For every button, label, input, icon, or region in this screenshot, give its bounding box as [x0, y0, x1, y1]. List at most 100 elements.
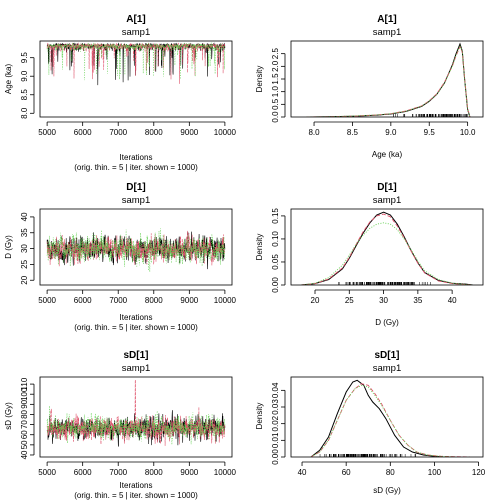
plot-area [46, 379, 226, 447]
density-series-1 [310, 42, 471, 117]
y-tick-label: 30 [20, 244, 29, 253]
plot-area [46, 228, 226, 272]
x-axis-sublabel: (orig. thin. = 5 | iter. shown = 1000) [74, 323, 198, 332]
x-tick-label: 8000 [145, 296, 163, 305]
x-tick-label: 7000 [109, 468, 127, 477]
density-series-3 [301, 222, 473, 285]
x-tick-label: 8.0 [308, 128, 320, 137]
chart-title: D[1] [377, 182, 396, 193]
y-tick-label: 80 [20, 409, 29, 418]
chart-subtitle: samp1 [122, 27, 151, 38]
x-tick-label: 5000 [38, 128, 56, 137]
y-tick-label: 1.0 [271, 86, 280, 98]
y-tick-label: 100 [20, 387, 29, 401]
x-tick-label: 100 [428, 468, 442, 477]
plot-frame [290, 40, 484, 118]
y-tick-label: 8.0 [20, 107, 29, 119]
y-tick-label: 90 [20, 399, 29, 408]
chart-subtitle: samp1 [373, 27, 402, 38]
plot-frame [39, 376, 233, 458]
chart-subtitle: samp1 [122, 195, 151, 206]
trace-series-3 [46, 42, 226, 81]
series-layer [46, 42, 226, 86]
y-tick-label: 60 [20, 430, 29, 439]
x-tick-label: 8000 [145, 468, 163, 477]
y-axis: 20 25 30 35 40 [20, 212, 35, 285]
density-series-3 [310, 384, 457, 457]
panel-trace-d: D[1] samp1 20 25 30 35 40 5000 6000 7000 8000 90… [4, 182, 237, 332]
x-tick-label: 9.5 [424, 128, 436, 137]
y-tick-label: 50 [20, 440, 29, 449]
y-tick-label: 70 [20, 420, 29, 429]
x-tick-label: 8.5 [347, 128, 359, 137]
x-axis-label: D (Gy) [375, 318, 399, 327]
y-axis: 0.00 0.05 0.10 0.15 [271, 208, 286, 293]
y-tick-label: 0.0 [271, 111, 280, 123]
y-tick-label: 40 [20, 450, 29, 459]
x-tick-label: 9000 [180, 296, 198, 305]
x-tick-label: 10000 [214, 468, 237, 477]
trace-series-3 [46, 228, 226, 272]
chart-title: sD[1] [123, 350, 148, 361]
plot-frame [290, 376, 484, 458]
density-series-1 [310, 379, 444, 457]
panel-trace-a: A[1] samp1 8.0 8.5 9.0 9.5 5000 6000 7000 8000… [4, 14, 237, 172]
plot-area [301, 211, 473, 285]
y-tick-label: 1.5 [271, 73, 280, 85]
x-axis: 8.0 8.5 9.0 9.5 10.0 [308, 121, 476, 137]
x-axis-label: Iterations [120, 481, 153, 490]
series-layer [301, 211, 473, 285]
x-tick-label: 120 [472, 468, 486, 477]
x-axis: 40 60 80 100 120 [298, 461, 486, 477]
y-tick-label: 0.10 [271, 231, 280, 247]
x-tick-label: 40 [448, 296, 457, 305]
x-tick-label: 9.0 [385, 128, 397, 137]
panel-density-sd: sD[1] samp1 0.000.010.020.030.04 40 60 80 1… [255, 350, 486, 495]
plot-frame [39, 40, 233, 118]
rug [319, 454, 417, 457]
x-tick-label: 6000 [74, 296, 92, 305]
y-tick-label: 0.15 [271, 208, 280, 224]
y-tick-label: 40 [20, 212, 29, 221]
panel-density-d: D[1] samp1 0.00 0.05 0.10 0.15 20 25 30 35 40 D… [255, 182, 484, 327]
x-tick-label: 8000 [145, 128, 163, 137]
panel-density-a: A[1] samp1 0.00.51.01.52.02.5 8.0 8.5 9.0 9… [255, 14, 484, 159]
y-tick-label: 0.00 [271, 277, 280, 293]
y-tick-label: 25 [20, 259, 29, 268]
x-axis-sublabel: (orig. thin. = 5 | iter. shown = 1000) [74, 163, 198, 172]
y-axis-label: Density [255, 403, 264, 430]
density-series-2 [306, 45, 471, 117]
x-tick-label: 5000 [38, 296, 56, 305]
plot-area [46, 42, 226, 86]
y-axis-label: D (Gy) [4, 235, 13, 259]
x-tick-label: 9000 [180, 468, 198, 477]
x-tick-label: 10.0 [460, 128, 476, 137]
x-axis: 20 25 30 35 40 [311, 289, 457, 305]
x-tick-label: 10000 [214, 296, 237, 305]
y-tick-label: 0.00 [271, 449, 280, 465]
chart-title: A[1] [126, 14, 145, 25]
y-tick-label: 0.01 [271, 432, 280, 448]
y-axis-label: Density [255, 234, 264, 261]
y-tick-label: 8.5 [20, 89, 29, 101]
chart-title: A[1] [377, 14, 396, 25]
trace-series-2 [46, 42, 225, 84]
x-tick-label: 6000 [74, 128, 92, 137]
x-tick-label: 5000 [38, 468, 56, 477]
x-tick-label: 35 [413, 296, 422, 305]
series-layer [46, 379, 226, 447]
chart-subtitle: samp1 [373, 195, 402, 206]
y-tick-label: 35 [20, 228, 29, 237]
x-tick-label: 10000 [214, 128, 237, 137]
y-tick-label: 0.02 [271, 415, 280, 431]
y-tick-label: 0.04 [271, 382, 280, 398]
trace-series-2 [46, 379, 226, 446]
x-tick-label: 20 [311, 296, 320, 305]
chart-title: D[1] [126, 182, 145, 193]
x-axis-label: sD (Gy) [373, 486, 401, 495]
x-axis: 5000 6000 7000 8000 9000 10000 [38, 461, 237, 477]
rug [393, 114, 468, 117]
